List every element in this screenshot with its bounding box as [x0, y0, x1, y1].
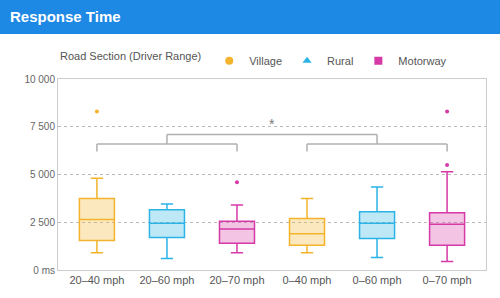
svg-text:2 500: 2 500 — [30, 217, 55, 228]
svg-text:20–40 mph: 20–40 mph — [69, 274, 124, 286]
svg-text:*: * — [269, 116, 275, 132]
svg-text:Rural: Rural — [327, 55, 353, 67]
svg-text:0–60 mph: 0–60 mph — [353, 274, 402, 286]
svg-text:Road Section (Driver Range): Road Section (Driver Range) — [60, 50, 201, 62]
svg-text:Motorway: Motorway — [398, 55, 446, 67]
svg-text:20–60 mph: 20–60 mph — [139, 274, 194, 286]
svg-text:0 ms: 0 ms — [33, 265, 55, 276]
svg-text:20–70 mph: 20–70 mph — [209, 274, 264, 286]
svg-text:7 500: 7 500 — [30, 121, 55, 132]
svg-text:Village: Village — [249, 55, 282, 67]
svg-text:0–40 mph: 0–40 mph — [283, 274, 332, 286]
svg-text:5 000: 5 000 — [30, 169, 55, 180]
svg-text:10 000: 10 000 — [24, 74, 55, 85]
svg-text:0–70 mph: 0–70 mph — [423, 274, 472, 286]
html-text:Response Time: Response Time — [10, 8, 121, 25]
